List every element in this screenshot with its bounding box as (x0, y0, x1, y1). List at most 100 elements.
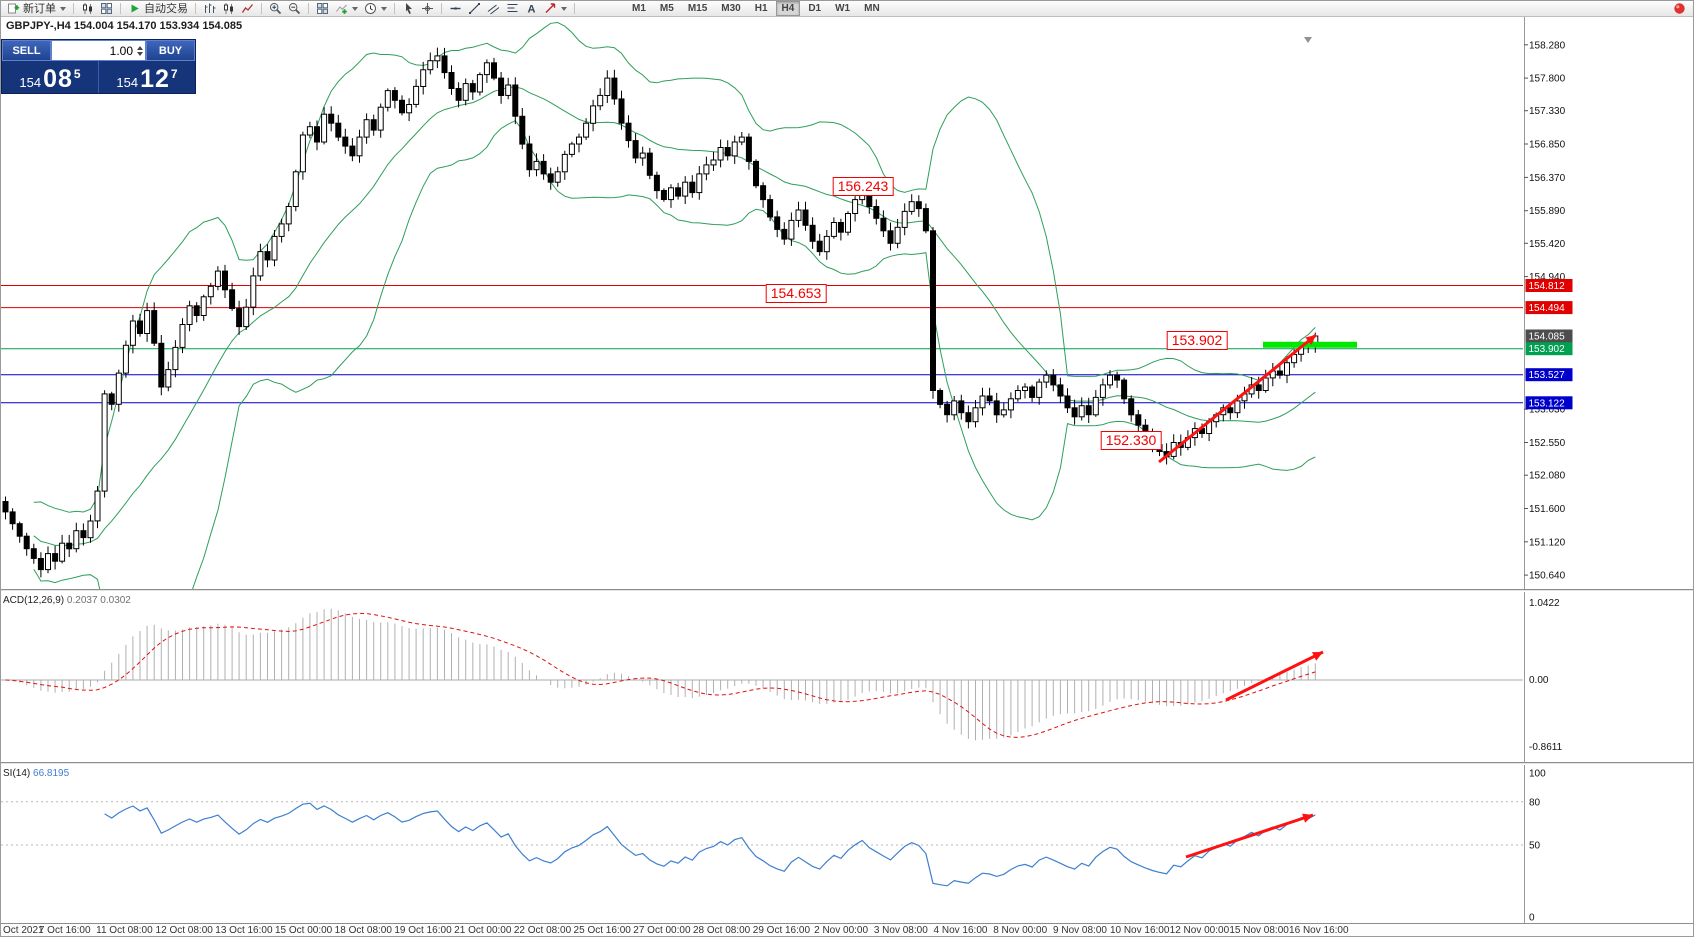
chart-shift-marker-icon[interactable] (1304, 37, 1312, 43)
volume-input[interactable]: 1.00 (51, 40, 146, 61)
toolbar-sep-3 (195, 3, 196, 14)
trend-arrow-rsi[interactable] (1185, 813, 1314, 859)
indicators-button[interactable] (332, 1, 361, 16)
svg-text:154.940: 154.940 (1529, 272, 1566, 283)
timeframe-m5-button[interactable]: M5 (659, 3, 674, 14)
volume-stepper[interactable] (137, 45, 143, 56)
price-axis[interactable]: 158.280 157.800 157.330 156.850 156.370 155.8… (1524, 40, 1566, 582)
buy-button[interactable]: BUY (146, 40, 195, 61)
rsi-canvas[interactable]: 100 80 50 0 (1, 765, 1694, 924)
crosshair-button[interactable] (418, 1, 437, 16)
macd-canvas[interactable]: 1.0422 0.00 -0.8611 (1, 592, 1694, 762)
fibonacci-button[interactable] (503, 1, 522, 16)
sell-price[interactable]: 154 08 5 (2, 61, 98, 93)
dropdown-caret-icon[interactable] (561, 6, 567, 11)
new-chart-button[interactable] (78, 1, 97, 16)
svg-text:50: 50 (1529, 841, 1541, 852)
volume-value[interactable]: 1.00 (109, 43, 133, 58)
price-label-annotation[interactable]: 152.330 (1100, 431, 1162, 451)
text-button[interactable]: A (522, 1, 541, 16)
time-axis-label: 29 Oct 16:00 (752, 925, 811, 936)
price-chart-canvas[interactable]: 158.280 157.800 157.330 156.850 156.370 155.8… (1, 17, 1694, 661)
price-chart-panel[interactable]: 158.280 157.800 157.330 156.850 156.370 155.8… (1, 17, 1694, 661)
price-label-annotation[interactable]: 154.653 (765, 284, 827, 304)
time-axis-label: 10 Nov 16:00 (1109, 925, 1170, 936)
profiles-button[interactable] (97, 1, 116, 16)
autotrading-button[interactable]: 自动交易 (125, 1, 191, 16)
svg-text:A: A (528, 4, 536, 16)
macd-name: ACD(12,26,9) (3, 595, 65, 606)
trendline-icon (469, 3, 480, 14)
line-chart-button[interactable] (238, 1, 257, 16)
svg-text:152.550: 152.550 (1529, 438, 1566, 449)
time-axis-label: 28 Oct 08:00 (692, 925, 751, 936)
trend-arrow-macd[interactable] (1225, 650, 1324, 702)
macd-panel[interactable]: 1.0422 0.00 -0.8611 ACD(12,26,9) 0.2037 0.… (1, 592, 1693, 762)
sell-price-pip: 5 (73, 67, 81, 81)
zoom-in-button[interactable] (266, 1, 285, 16)
timeframe-h4-button[interactable]: H4 (775, 1, 801, 16)
candlestick-chart-button[interactable] (219, 1, 238, 16)
hline-icon (450, 7, 461, 10)
svg-text:153.122: 153.122 (1529, 398, 1566, 409)
new-order-button[interactable]: 新订单 (4, 1, 69, 16)
timeframe-mn-button[interactable]: MN (864, 3, 880, 14)
sell-button[interactable]: SELL (2, 40, 51, 61)
chart-bars-icon (205, 3, 216, 13)
svg-text:154.494: 154.494 (1529, 303, 1566, 314)
macd-axis[interactable]: 1.0422 0.00 -0.8611 (1529, 598, 1563, 753)
time-axis-label: 3 Nov 08:00 (873, 925, 928, 936)
time-axis[interactable]: Oct 2021 7 Oct 16:00 11 Oct 08:00 12 Oct 08… (1, 923, 1693, 936)
timeframe-m1-button[interactable]: M1 (632, 3, 646, 14)
trend-arrow-main[interactable] (1158, 333, 1317, 464)
dropdown-caret-icon[interactable] (60, 6, 66, 11)
svg-text:154.085: 154.085 (1529, 332, 1566, 343)
time-axis-label: 27 Oct 00:00 (633, 925, 691, 936)
main-toolbar: 新订单 自动交易 A M1 M5 M15 M30 H1 H4 D1 W1 MN (1, 1, 1693, 17)
bar-chart-button[interactable] (200, 1, 219, 16)
zoom-out-button[interactable] (285, 1, 304, 16)
channel-button[interactable] (484, 1, 503, 16)
zoom-out-icon (288, 2, 301, 15)
tile-windows-button[interactable] (313, 1, 332, 16)
rsi-panel[interactable]: 100 80 50 0 SI(14) 66.8195 (1, 765, 1694, 924)
horizontal-line-button[interactable] (446, 1, 465, 16)
svg-text:155.420: 155.420 (1529, 239, 1566, 250)
time-axis-label: 9 Nov 08:00 (1053, 925, 1107, 936)
buy-price[interactable]: 154 12 7 (98, 61, 195, 93)
panel-divider[interactable] (1, 762, 1693, 765)
clock-icon (365, 3, 376, 14)
timeframe-h1-button[interactable]: H1 (754, 3, 768, 14)
trendline-button[interactable] (465, 1, 484, 16)
periods-button[interactable] (361, 1, 390, 16)
price-label-annotation[interactable]: 153.902 (1166, 330, 1228, 350)
timeframe-w1-button[interactable]: W1 (835, 3, 851, 14)
timeframe-d1-button[interactable]: D1 (808, 3, 822, 14)
sell-price-prefix: 154 (19, 75, 42, 90)
text-icon: A (528, 4, 536, 16)
price-label-annotation[interactable]: 156.243 (832, 177, 894, 197)
panel-divider[interactable] (1, 589, 1693, 592)
trade-panel-top-row: SELL 1.00 BUY (2, 40, 195, 61)
rsi-value: 66.8195 (33, 768, 70, 779)
autotrading-button-label: 自动交易 (144, 2, 188, 15)
dropdown-caret-icon[interactable] (381, 6, 387, 11)
dropdown-caret-icon[interactable] (352, 6, 358, 11)
time-axis-label: 19 Oct 16:00 (394, 925, 452, 936)
svg-text:153.030: 153.030 (1529, 405, 1566, 416)
toolbar-sep-5 (308, 3, 309, 14)
volume-down-icon[interactable] (137, 51, 143, 56)
timeframe-m30-button[interactable]: M30 (721, 3, 741, 14)
sell-price-big: 08 (43, 65, 73, 93)
timeframe-m15-button[interactable]: M15 (687, 3, 708, 14)
volume-up-icon[interactable] (137, 45, 143, 50)
cursor-button[interactable] (399, 1, 418, 16)
rsi-axis[interactable]: 100 80 50 0 (1529, 769, 1546, 924)
svg-text:157.330: 157.330 (1529, 106, 1566, 117)
time-axis-label: 7 Oct 16:00 (38, 925, 91, 936)
horizontal-levels[interactable] (1, 285, 1523, 404)
play-icon (131, 4, 139, 13)
arrows-button[interactable] (541, 1, 570, 16)
time-axis-label: 25 Oct 16:00 (573, 925, 631, 936)
